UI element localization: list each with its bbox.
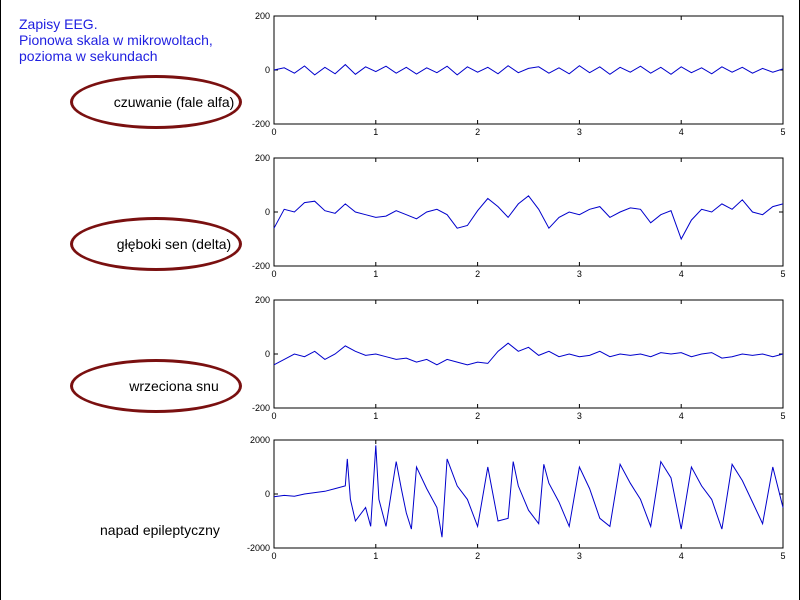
panel-3-ytick-label-200: 200	[255, 295, 270, 305]
panel-1-eeg-trace	[273, 63, 784, 76]
panel-2-eeg-trace	[273, 195, 784, 241]
panel-1-xtick-label-0: 0	[271, 127, 276, 137]
panel-2-xtick-label-0: 0	[271, 269, 276, 279]
panel-4-xtick-label-4: 4	[679, 551, 684, 561]
panel-4-ytick-label--2000: -2000	[247, 543, 270, 553]
panel-3-ytick-label--200: -200	[252, 403, 270, 413]
panel-2-xtick-label-1: 1	[373, 269, 378, 279]
panel-2-ytick-label-0: 0	[265, 207, 270, 217]
title-line-2: Pionowa skala w mikrowoltach,	[19, 32, 213, 48]
panel-1-ytick-label--200: -200	[252, 119, 270, 129]
panel-1-ytick-label-200: 200	[255, 11, 270, 21]
panel-label-awake-text: czuwanie (fale alfa)	[113, 94, 235, 110]
panel-3-xtick-label-2: 2	[475, 411, 480, 421]
panel-4-xtick-label-0: 0	[271, 551, 276, 561]
panel-4-xtick-label-2: 2	[475, 551, 480, 561]
panel-2-ytick-label-200: 200	[255, 153, 270, 163]
panel-1-ytick-label-0: 0	[265, 65, 270, 75]
panel-2-axes-box	[273, 157, 784, 267]
panel-3-xtick-label-5: 5	[780, 411, 785, 421]
panel-3-xtick-label-4: 4	[679, 411, 684, 421]
panel-3-eeg-trace	[273, 342, 784, 366]
panel-1-xtick-label-3: 3	[577, 127, 582, 137]
panel-2-ytick-label--200: -200	[252, 261, 270, 271]
panel-label-epileptic-seizure: napad epileptyczny	[100, 522, 220, 538]
panel-label-awake: czuwanie (fale alfa)	[70, 75, 242, 129]
panel-4-eeg-trace	[273, 445, 784, 538]
panel-label-deep-sleep: głęboki sen (delta)	[70, 217, 242, 271]
panel-label-sleep-spindles: wrzeciona snu	[70, 359, 242, 413]
panel-4-xtick-label-1: 1	[373, 551, 378, 561]
panel-label-deep-sleep-text: głęboki sen (delta)	[116, 236, 232, 252]
panel-4-ytick-label-0: 0	[265, 489, 270, 499]
panel-4-xtick-label-3: 3	[577, 551, 582, 561]
title-line-1: Zapisy EEG.	[19, 16, 98, 32]
panel-2-xtick-label-3: 3	[577, 269, 582, 279]
panel-3-xtick-label-1: 1	[373, 411, 378, 421]
page-frame-left	[0, 0, 1, 600]
panel-2-xtick-label-5: 5	[780, 269, 785, 279]
panel-3-ytick-label-0: 0	[265, 349, 270, 359]
panel-2-xtick-label-2: 2	[475, 269, 480, 279]
panel-4-ytick-label-2000: 2000	[250, 435, 270, 445]
panel-1-xtick-label-5: 5	[780, 127, 785, 137]
panel-label-sleep-spindles-text: wrzeciona snu	[129, 378, 219, 394]
panel-1-xtick-label-1: 1	[373, 127, 378, 137]
panel-2-xtick-label-4: 4	[679, 269, 684, 279]
title-line-3: pozioma w sekundach	[19, 48, 158, 64]
panel-1-xtick-label-4: 4	[679, 127, 684, 137]
figure-title: Zapisy EEG. Pionowa skala w mikrowoltach…	[19, 16, 213, 64]
panel-3-xtick-label-0: 0	[271, 411, 276, 421]
panel-3-xtick-label-3: 3	[577, 411, 582, 421]
panel-4-xtick-label-5: 5	[780, 551, 785, 561]
panel-1-xtick-label-2: 2	[475, 127, 480, 137]
panel-3-axes-box	[273, 299, 784, 409]
